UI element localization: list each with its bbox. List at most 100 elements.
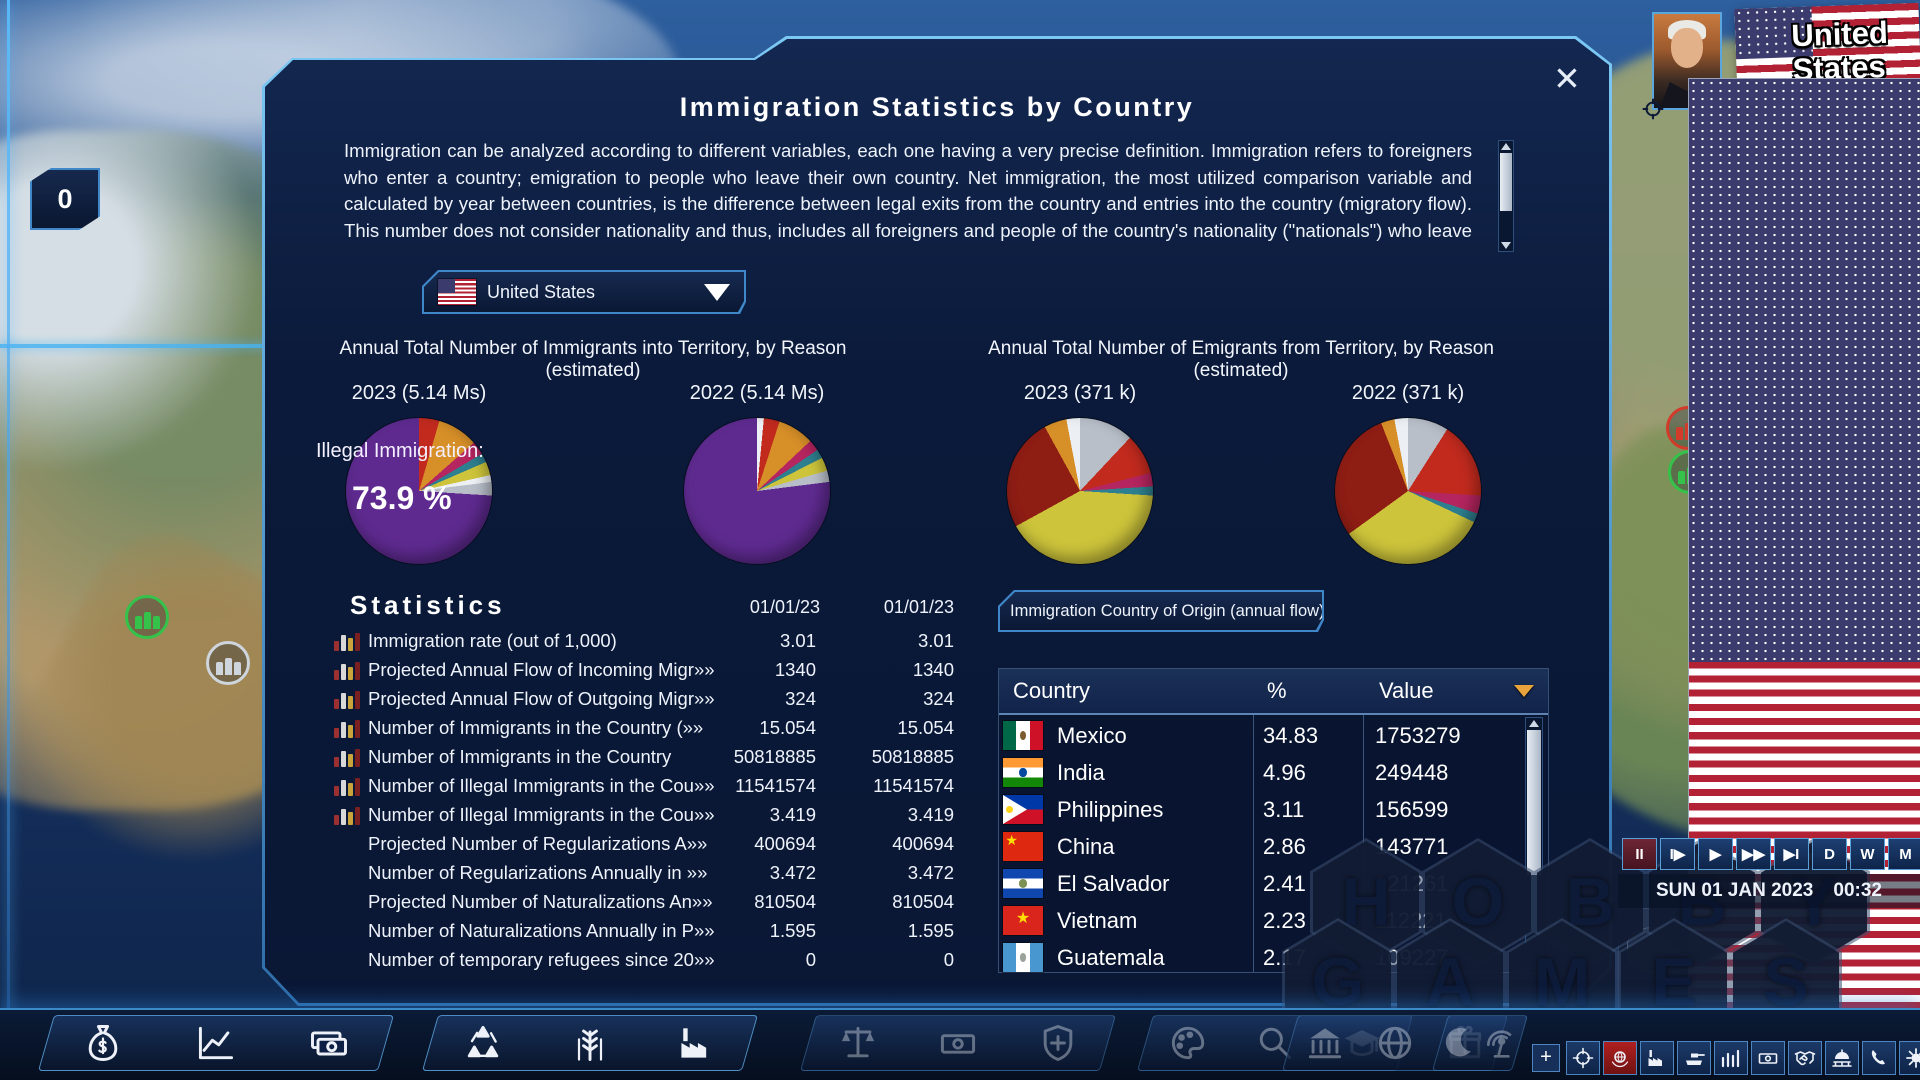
toolbar-group-2 xyxy=(430,1015,750,1071)
illegal-immigration-label: Illegal Immigration: xyxy=(316,440,484,462)
country-percent: 2.23 xyxy=(1263,907,1306,933)
stat-bars-icon[interactable] xyxy=(334,805,368,825)
statistics-row[interactable]: Number of temporary refugees since 20»» 0… xyxy=(334,945,958,974)
time-controls: II I▶ ▶ ▶▶ ▶I D W M xyxy=(1622,838,1920,870)
statistics-row[interactable]: Projected Annual Flow of Outgoing Migr»»… xyxy=(334,684,958,713)
cash-icon[interactable] xyxy=(1751,1041,1785,1075)
wheat-icon[interactable] xyxy=(568,1021,612,1065)
map-unit-token[interactable] xyxy=(125,595,169,639)
stat-label: Number of Naturalizations Annually in P»… xyxy=(368,919,715,941)
statistics-row[interactable]: Projected Annual Flow of Incoming Migr»»… xyxy=(334,655,958,684)
cash-icon[interactable] xyxy=(936,1021,980,1065)
statistics-row[interactable]: Number of Illegal Immigrants in the Cou»… xyxy=(334,771,958,800)
scrollbar-thumb[interactable] xyxy=(1500,153,1512,211)
table-row-mexico[interactable]: Mexico 34.83 1753279 xyxy=(999,717,1518,754)
scroll-down-icon[interactable] xyxy=(1501,242,1511,249)
stat-value-2023: 1.595 xyxy=(769,919,816,941)
origin-selector-dropdown[interactable]: Immigration Country of Origin (annual fl… xyxy=(998,590,1324,632)
sv-flag-icon xyxy=(1003,869,1043,898)
bank-icon[interactable] xyxy=(1303,1021,1347,1065)
statistics-row[interactable]: Number of Regularizations Annually in »»… xyxy=(334,858,958,887)
pause-button[interactable]: II xyxy=(1622,838,1657,870)
statistics-row[interactable]: Number of Illegal Immigrants in the Cou»… xyxy=(334,800,958,829)
header-percent[interactable]: % xyxy=(1267,678,1287,703)
table-row-india[interactable]: India 4.96 249448 xyxy=(999,754,1518,791)
country-name: Philippines xyxy=(1057,796,1164,822)
add-panel-button[interactable]: + xyxy=(1532,1044,1560,1072)
scrollbar-thumb[interactable] xyxy=(1527,730,1541,875)
statistics-row[interactable]: Number of Naturalizations Annually in P»… xyxy=(334,916,958,945)
table-row-philippines[interactable]: Philippines 3.11 156599 xyxy=(999,791,1518,828)
scroll-up-icon[interactable] xyxy=(1529,720,1539,727)
virus-icon[interactable] xyxy=(1899,1041,1920,1075)
fast-forward-button[interactable]: ▶▶ xyxy=(1736,838,1771,870)
week-speed-button[interactable]: W xyxy=(1850,838,1885,870)
globe-icon[interactable] xyxy=(1373,1021,1417,1065)
handshake-icon[interactable] xyxy=(1788,1041,1822,1075)
stat-label: Number of Regularizations Annually in »» xyxy=(368,861,708,883)
scroll-up-icon[interactable] xyxy=(1501,143,1511,150)
factory-icon[interactable] xyxy=(1640,1041,1674,1075)
stat-bars-icon[interactable] xyxy=(334,689,368,709)
description-scrollbar[interactable] xyxy=(1498,140,1514,252)
dome-icon[interactable] xyxy=(1825,1041,1859,1075)
emigrants-section-heading: Annual Total Number of Emigrants from Te… xyxy=(988,338,1494,381)
header-country[interactable]: Country xyxy=(1013,678,1091,703)
population-chart-icon[interactable] xyxy=(1714,1041,1748,1075)
stat-bars-icon[interactable] xyxy=(334,631,368,651)
crosshair-icon[interactable] xyxy=(1566,1041,1600,1075)
scales-icon[interactable] xyxy=(836,1021,880,1065)
banknotes-icon[interactable] xyxy=(307,1021,351,1065)
header-value[interactable]: Value xyxy=(1379,678,1434,703)
play-button[interactable]: ▶ xyxy=(1698,838,1733,870)
skip-button[interactable]: ▶I xyxy=(1774,838,1809,870)
chevron-down-icon xyxy=(704,284,730,301)
country-selector-dropdown[interactable]: United States xyxy=(422,270,746,314)
mx-flag-icon xyxy=(1003,721,1043,750)
statistics-row[interactable]: Projected Number of Regularizations A»» 4… xyxy=(334,829,958,858)
tank-icon[interactable] xyxy=(1677,1041,1711,1075)
pie-chart-emigrants-2022 xyxy=(1335,418,1481,564)
stat-value-2023: 3.01 xyxy=(779,629,816,651)
pie-label-immigrants-2023: 2023 (5.14 Ms) xyxy=(351,382,487,404)
stat-no-icon xyxy=(334,892,368,912)
stat-label: Projected Annual Flow of Outgoing Migr»» xyxy=(368,687,715,709)
stat-value-2022: 50818885 xyxy=(871,745,954,767)
table-row-china[interactable]: ★ China 2.86 143771 xyxy=(999,828,1518,865)
pie-chart-emigrants-2023 xyxy=(1007,418,1153,564)
statistics-row[interactable]: Immigration rate (out of 1,000) 3.01 3.01 xyxy=(334,626,958,655)
stat-bars-icon[interactable] xyxy=(334,660,368,680)
sort-descending-icon[interactable] xyxy=(1514,685,1534,697)
column-separator xyxy=(1253,669,1254,972)
phone-icon[interactable] xyxy=(1862,1041,1896,1075)
moon-icon[interactable] xyxy=(1440,1021,1480,1065)
stat-bars-icon[interactable] xyxy=(334,776,368,796)
money-bag-icon[interactable] xyxy=(81,1021,125,1065)
statistics-row[interactable]: Number of Immigrants in the Country 50818… xyxy=(334,742,958,771)
palette-icon[interactable] xyxy=(1166,1021,1210,1065)
stat-value-2023: 3.419 xyxy=(769,803,816,825)
hud-counter-badge[interactable]: 0 xyxy=(30,168,100,230)
stat-bars-icon[interactable] xyxy=(334,747,368,767)
us-flag-icon xyxy=(438,279,476,305)
close-icon[interactable]: ✕ xyxy=(1553,60,1581,97)
statistics-row[interactable]: Number of Immigrants in the Country (»» 1… xyxy=(334,713,958,742)
factory-icon[interactable] xyxy=(675,1021,719,1065)
country-name: El Salvador xyxy=(1057,870,1170,896)
stat-label: Immigration rate (out of 1,000) xyxy=(368,629,617,651)
recycle-icon[interactable] xyxy=(461,1021,505,1065)
month-speed-button[interactable]: M xyxy=(1888,838,1920,870)
map-border-line xyxy=(0,344,300,348)
satellite-dish-icon[interactable] xyxy=(1480,1021,1520,1065)
line-chart-icon[interactable] xyxy=(194,1021,238,1065)
day-speed-button[interactable]: D xyxy=(1812,838,1847,870)
un-emblem-icon[interactable] xyxy=(1603,1041,1637,1075)
shield-plus-icon[interactable] xyxy=(1036,1021,1080,1065)
stat-label: Number of Illegal Immigrants in the Cou»… xyxy=(368,803,715,825)
stat-bars-icon[interactable] xyxy=(334,718,368,738)
step-button[interactable]: I▶ xyxy=(1660,838,1695,870)
stat-no-icon xyxy=(334,921,368,941)
map-unit-token[interactable] xyxy=(206,641,250,685)
statistics-row[interactable]: Projected Number of Naturalizations An»»… xyxy=(334,887,958,916)
stat-value-2022: 15.054 xyxy=(897,716,954,738)
